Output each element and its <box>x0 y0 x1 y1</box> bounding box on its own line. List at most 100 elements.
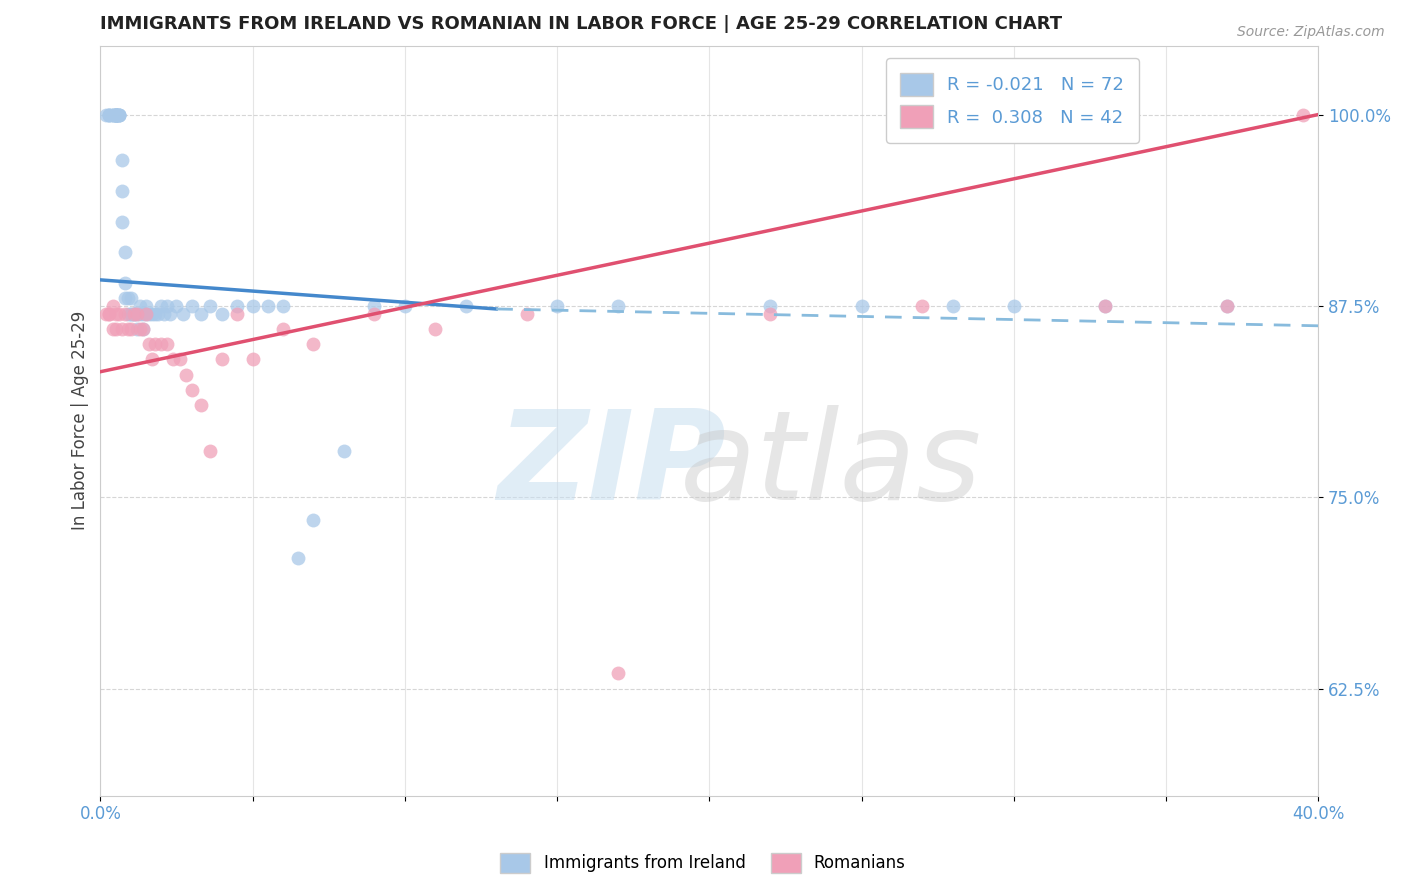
Point <box>180 383 202 397</box>
Point <box>129 307 152 321</box>
Point <box>1094 299 1116 313</box>
Point <box>166 299 188 313</box>
Point <box>942 299 965 313</box>
Point <box>120 307 142 321</box>
Point <box>425 322 447 336</box>
Point <box>101 107 124 121</box>
Point <box>190 398 212 412</box>
Point <box>174 368 197 382</box>
Point <box>156 299 179 313</box>
Text: atlas: atlas <box>681 405 983 526</box>
Point <box>114 307 136 321</box>
Point <box>138 337 160 351</box>
Legend: R = -0.021   N = 72, R =  0.308   N = 42: R = -0.021 N = 72, R = 0.308 N = 42 <box>886 59 1139 143</box>
Point <box>101 107 124 121</box>
Point <box>198 299 221 313</box>
Point <box>104 107 127 121</box>
Point <box>851 299 873 313</box>
Point <box>120 307 142 321</box>
Point <box>135 307 157 321</box>
Point <box>117 322 139 336</box>
Point <box>516 307 538 321</box>
Point <box>117 291 139 305</box>
Point <box>101 322 124 336</box>
Point <box>122 307 145 321</box>
Point <box>546 299 568 313</box>
Point <box>302 513 325 527</box>
Point <box>226 299 249 313</box>
Point <box>143 337 166 351</box>
Point <box>148 307 170 321</box>
Point <box>114 276 136 290</box>
Point <box>911 299 934 313</box>
Point <box>271 299 294 313</box>
Point <box>129 299 152 313</box>
Point <box>156 337 179 351</box>
Point <box>159 307 181 321</box>
Point <box>1292 107 1315 121</box>
Point <box>111 215 134 229</box>
Point <box>363 307 385 321</box>
Point <box>1094 299 1116 313</box>
Legend: Immigrants from Ireland, Romanians: Immigrants from Ireland, Romanians <box>494 847 912 880</box>
Point <box>111 184 134 198</box>
Point <box>117 307 139 321</box>
Point <box>132 322 155 336</box>
Point <box>107 307 129 321</box>
Point <box>1002 299 1025 313</box>
Point <box>98 107 121 121</box>
Point <box>104 107 127 121</box>
Point <box>607 299 630 313</box>
Text: ZIP: ZIP <box>498 405 727 526</box>
Point <box>143 307 166 321</box>
Point <box>98 307 121 321</box>
Point <box>98 107 121 121</box>
Point <box>104 107 127 121</box>
Point <box>256 299 278 313</box>
Point <box>363 299 385 313</box>
Point <box>211 307 233 321</box>
Point <box>333 444 356 458</box>
Point <box>98 307 121 321</box>
Point <box>104 107 127 121</box>
Point <box>96 307 118 321</box>
Point <box>226 307 249 321</box>
Point <box>104 107 127 121</box>
Point <box>96 107 118 121</box>
Point <box>114 245 136 260</box>
Point <box>120 322 142 336</box>
Point <box>98 107 121 121</box>
Point <box>125 307 148 321</box>
Point <box>141 307 163 321</box>
Point <box>153 307 176 321</box>
Point <box>122 307 145 321</box>
Point <box>104 322 127 336</box>
Point <box>607 666 630 681</box>
Point <box>104 107 127 121</box>
Point <box>141 352 163 367</box>
Point <box>759 307 782 321</box>
Point <box>1216 299 1239 313</box>
Point <box>125 307 148 321</box>
Point <box>101 107 124 121</box>
Point <box>242 352 264 367</box>
Y-axis label: In Labor Force | Age 25-29: In Labor Force | Age 25-29 <box>72 311 89 531</box>
Point <box>104 107 127 121</box>
Text: Source: ZipAtlas.com: Source: ZipAtlas.com <box>1237 25 1385 39</box>
Point <box>107 107 129 121</box>
Point <box>129 322 152 336</box>
Point <box>1216 299 1239 313</box>
Point <box>198 444 221 458</box>
Point <box>180 299 202 313</box>
Point <box>150 337 173 351</box>
Point <box>125 322 148 336</box>
Point <box>759 299 782 313</box>
Point <box>394 299 416 313</box>
Point <box>111 322 134 336</box>
Point <box>454 299 477 313</box>
Point <box>107 107 129 121</box>
Point <box>287 551 309 566</box>
Point <box>107 107 129 121</box>
Point <box>150 299 173 313</box>
Point <box>101 299 124 313</box>
